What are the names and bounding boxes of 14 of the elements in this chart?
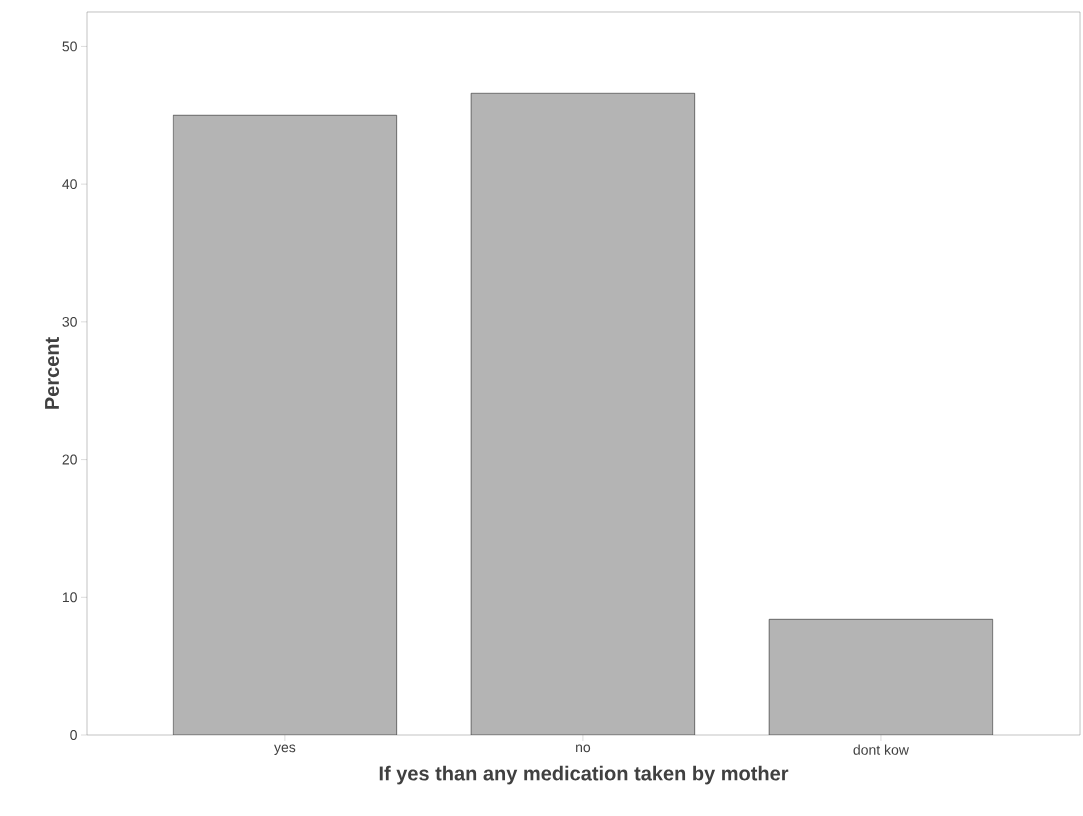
x-tick-label: dont kow — [853, 744, 909, 755]
x-tick-label: yes — [274, 744, 296, 755]
y-tick-label: 40 — [62, 179, 77, 190]
bar — [470, 92, 696, 735]
y-tick-label: 30 — [62, 316, 77, 327]
y-tick-label: 10 — [62, 592, 77, 603]
bar — [768, 618, 994, 735]
x-axis-title: If yes than any medication taken by mother — [379, 765, 789, 785]
y-axis-title: Percent — [45, 337, 60, 409]
bar — [173, 115, 397, 735]
y-tick-label: 50 — [62, 41, 77, 52]
y-tick-label: 20 — [62, 454, 77, 465]
y-tick-label: 0 — [70, 730, 77, 740]
x-tick-label: no — [576, 744, 591, 753]
